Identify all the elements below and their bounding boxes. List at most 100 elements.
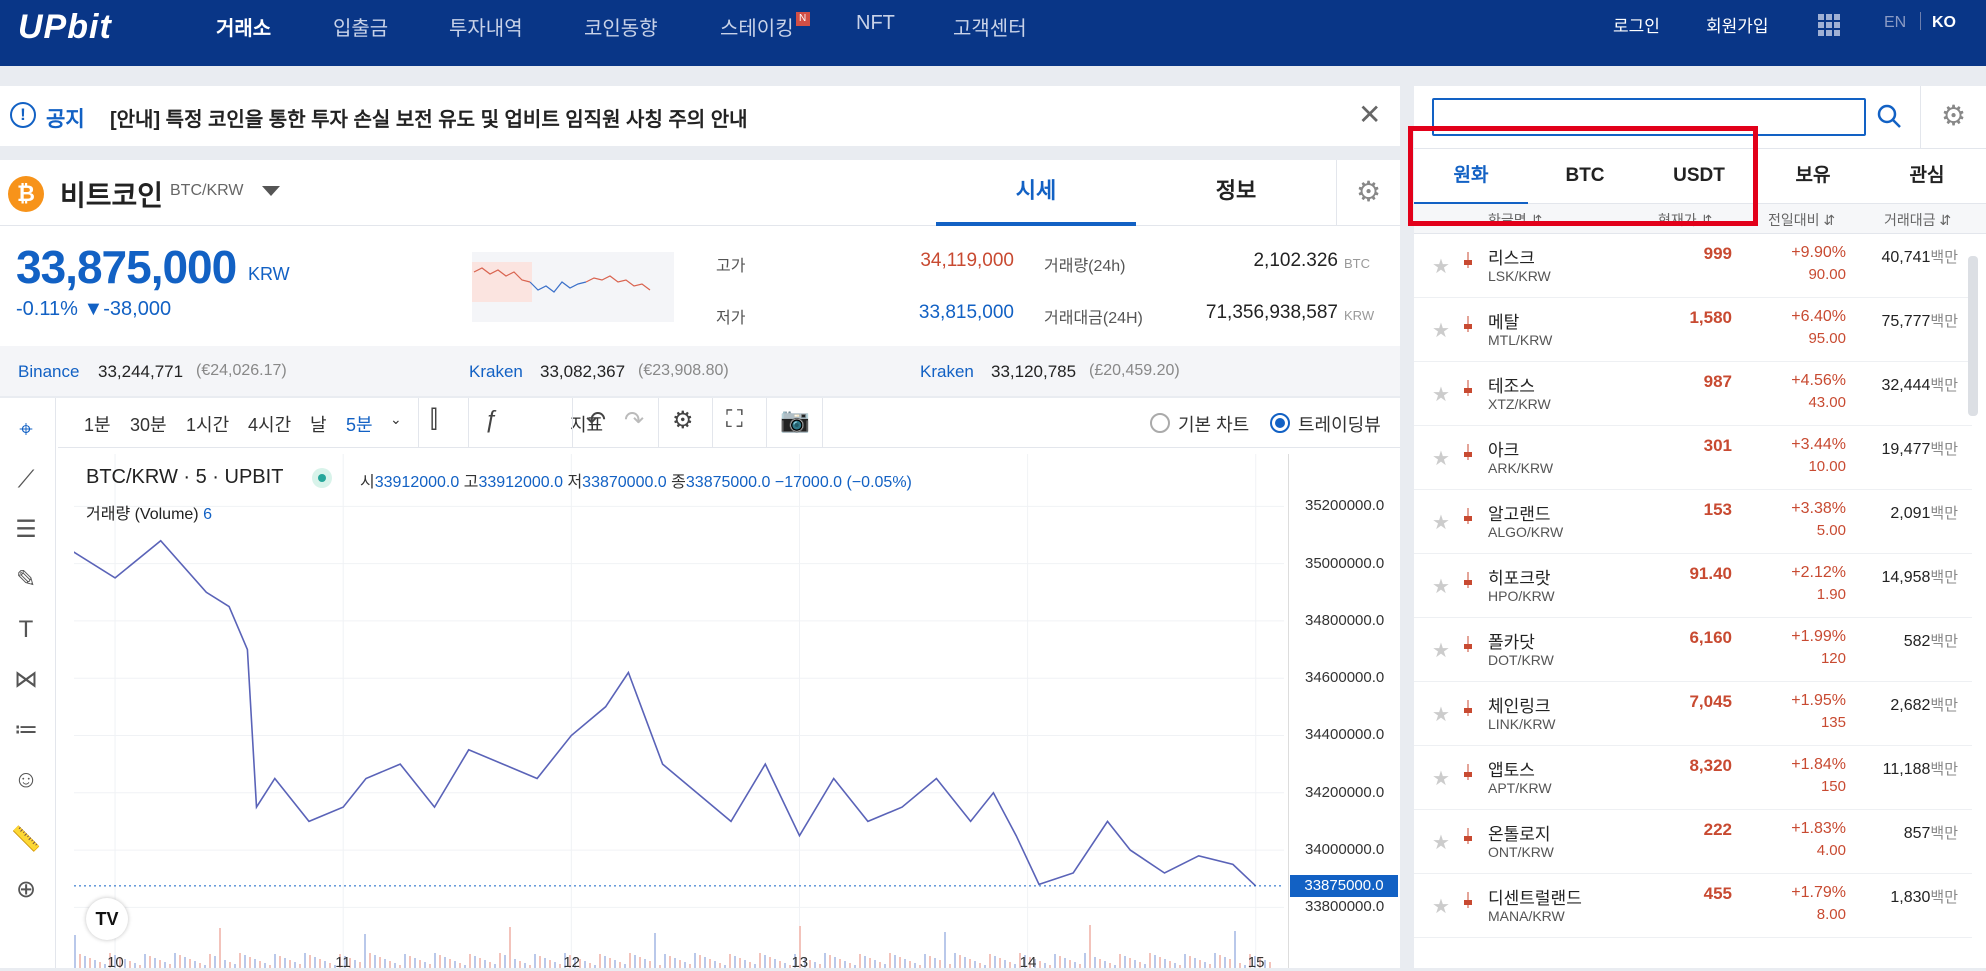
tab-btc[interactable]: BTC (1565, 165, 1605, 186)
gear-icon[interactable]: ⚙ (1336, 160, 1400, 226)
candle-type-icon[interactable]: ⫿ (430, 406, 438, 433)
price-chart[interactable] (74, 454, 1284, 968)
coin-korean-name[interactable]: 체인링크 (1488, 697, 1551, 716)
nav-staking[interactable]: 스테이킹 N (720, 12, 810, 41)
apps-grid-icon[interactable] (1818, 14, 1840, 36)
tf-5m[interactable]: 5분 (346, 415, 373, 435)
exchange-name[interactable]: Kraken (920, 362, 974, 381)
col-volume[interactable]: 거래대금 ⇵ (1884, 212, 1952, 228)
gear-icon[interactable]: ⚙ (1920, 86, 1986, 148)
nav-support[interactable]: 고객센터 (953, 18, 1027, 40)
table-row[interactable]: ★ 온톨로지 ONT/KRW 222 +1.83% 4.00 857백만 (1414, 810, 1972, 874)
tab-favorites[interactable]: 관심 (1909, 165, 1945, 186)
text-tool-icon[interactable]: T (18, 616, 34, 643)
star-icon[interactable]: ★ (1432, 640, 1450, 662)
fib-lines-icon[interactable]: ☰ (15, 516, 37, 543)
coin-korean-name[interactable]: 디센트럴랜드 (1488, 889, 1582, 908)
col-change[interactable]: 전일대비 ⇵ (1768, 212, 1836, 228)
volume-bar (914, 963, 916, 968)
caret-down-icon[interactable] (262, 186, 280, 196)
notice-text[interactable]: [안내] 특정 코인을 통한 투자 손실 보전 유도 및 업비트 임직원 사칭 … (110, 109, 748, 131)
upbit-logo[interactable]: UPbit (18, 8, 112, 46)
tab-holdings[interactable]: 보유 (1795, 165, 1831, 186)
nav-nft[interactable]: NFT (856, 12, 895, 34)
tf-30m[interactable]: 30분 (130, 415, 167, 435)
nav-exchange[interactable]: 거래소 (216, 18, 272, 40)
notice-bar[interactable]: ! 공지 [안내] 특정 코인을 통한 투자 손실 보전 유도 및 업비트 임직… (0, 86, 1400, 146)
star-icon[interactable]: ★ (1432, 512, 1450, 534)
table-row[interactable]: ★ 히포크랏 HPO/KRW 91.40 +2.12% 1.90 14,958백만 (1414, 554, 1972, 618)
emoji-icon[interactable]: ☺ (13, 766, 39, 793)
redo-icon[interactable]: ↷ (624, 407, 645, 434)
crosshair-icon[interactable]: ⌖ (19, 416, 33, 443)
coin-korean-name[interactable]: 아크 (1488, 441, 1520, 460)
star-icon[interactable]: ★ (1432, 704, 1450, 726)
signup-link[interactable]: 회원가입 (1706, 17, 1769, 36)
table-row[interactable]: ★ 리스크 LSK/KRW 999 +9.90% 90.00 40,741백만 (1414, 234, 1972, 298)
undo-icon[interactable]: ↶ (586, 407, 607, 434)
table-row[interactable]: ★ 폴카닷 DOT/KRW 6,160 +1.99% 120 582백만 (1414, 618, 1972, 682)
nav-coin-trends[interactable]: 코인동향 (584, 18, 658, 40)
star-icon[interactable]: ★ (1432, 832, 1450, 854)
coin-korean-name[interactable]: 리스크 (1488, 249, 1535, 268)
fx-icon[interactable]: ƒ (484, 406, 498, 433)
search-icon[interactable] (1874, 98, 1904, 134)
tf-4h[interactable]: 4시간 (248, 415, 292, 435)
fullscreen-icon[interactable]: ⛶ (726, 406, 743, 433)
coin-korean-name[interactable]: 폴카닷 (1488, 633, 1535, 652)
table-row[interactable]: ★ 메탈 MTL/KRW 1,580 +6.40% 95.00 75,777백만 (1414, 298, 1972, 362)
basic-chart-label[interactable]: 기본 차트 (1178, 415, 1250, 435)
star-icon[interactable]: ★ (1432, 768, 1450, 790)
close-icon[interactable]: ✕ (1358, 99, 1382, 130)
login-link[interactable]: 로그인 (1613, 17, 1660, 36)
tab-usdt[interactable]: USDT (1673, 165, 1725, 186)
coin-korean-name[interactable]: 알고랜드 (1488, 505, 1551, 524)
basic-chart-radio[interactable] (1150, 413, 1170, 433)
camera-icon[interactable]: 📷 (780, 407, 810, 434)
table-row[interactable]: ★ 테조스 XTZ/KRW 987 +4.56% 43.00 32,444백만 (1414, 362, 1972, 426)
coin-korean-name[interactable]: 온톨로지 (1488, 825, 1551, 844)
forecast-icon[interactable]: ≔ (14, 716, 38, 743)
tradingview-label[interactable]: 트레이딩뷰 (1298, 415, 1381, 435)
scrollbar[interactable] (1968, 256, 1978, 416)
zoom-in-icon[interactable]: ⊕ (15, 876, 37, 903)
tradingview-logo[interactable]: TV (86, 898, 128, 940)
coin-name[interactable]: 비트코인 (60, 180, 164, 211)
table-row[interactable]: ★ 알고랜드 ALGO/KRW 153 +3.38% 5.00 2,091백만 (1414, 490, 1972, 554)
nav-investments[interactable]: 투자내역 (449, 18, 523, 40)
table-row[interactable]: ★ 체인링크 LINK/KRW 7,045 +1.95% 135 2,682백만 (1414, 682, 1972, 746)
tf-day[interactable]: 날 (310, 415, 327, 435)
coin-trade-volume: 19,477백만 (1881, 438, 1958, 459)
tradingview-radio[interactable] (1270, 413, 1290, 433)
table-row[interactable]: ★ 아크 ARK/KRW 301 +3.44% 10.00 19,477백만 (1414, 426, 1972, 490)
star-icon[interactable]: ★ (1432, 256, 1450, 278)
star-icon[interactable]: ★ (1432, 896, 1450, 918)
star-icon[interactable]: ★ (1432, 576, 1450, 598)
trend-line-icon[interactable]: ⟋ (17, 466, 35, 493)
star-icon[interactable]: ★ (1432, 320, 1450, 342)
indicators-button[interactable]: 지표 (570, 415, 604, 435)
ruler-icon[interactable]: 📏 (11, 826, 41, 853)
exchange-name[interactable]: Binance (18, 362, 80, 381)
tf-1h[interactable]: 1시간 (186, 415, 230, 435)
tab-info[interactable]: 정보 (1215, 178, 1257, 203)
coin-korean-name[interactable]: 앱토스 (1488, 761, 1535, 780)
settings-icon[interactable]: ⚙ (672, 407, 694, 434)
pattern-icon[interactable]: ⋈ (14, 666, 38, 693)
table-row[interactable]: ★ 디센트럴랜드 MANA/KRW 455 +1.79% 8.00 1,830백만 (1414, 874, 1972, 938)
nav-deposit-withdraw[interactable]: 입출금 (333, 18, 389, 40)
coin-korean-name[interactable]: 메탈 (1488, 313, 1520, 332)
tab-krw[interactable]: 원화 (1414, 149, 1528, 205)
chevron-down-icon[interactable]: ⌄ (390, 411, 402, 427)
coin-korean-name[interactable]: 히포크랏 (1488, 569, 1551, 588)
lang-en[interactable]: EN (1884, 14, 1907, 31)
tab-price[interactable]: 시세 (936, 160, 1136, 226)
star-icon[interactable]: ★ (1432, 384, 1450, 406)
table-row[interactable]: ★ 앱토스 APT/KRW 8,320 +1.84% 150 11,188백만 (1414, 746, 1972, 810)
coin-korean-name[interactable]: 테조스 (1488, 377, 1535, 396)
tf-1m[interactable]: 1분 (84, 415, 111, 435)
star-icon[interactable]: ★ (1432, 448, 1450, 470)
lang-ko[interactable]: KO (1932, 14, 1956, 31)
exchange-name[interactable]: Kraken (469, 362, 523, 381)
brush-icon[interactable]: ✎ (15, 566, 37, 593)
